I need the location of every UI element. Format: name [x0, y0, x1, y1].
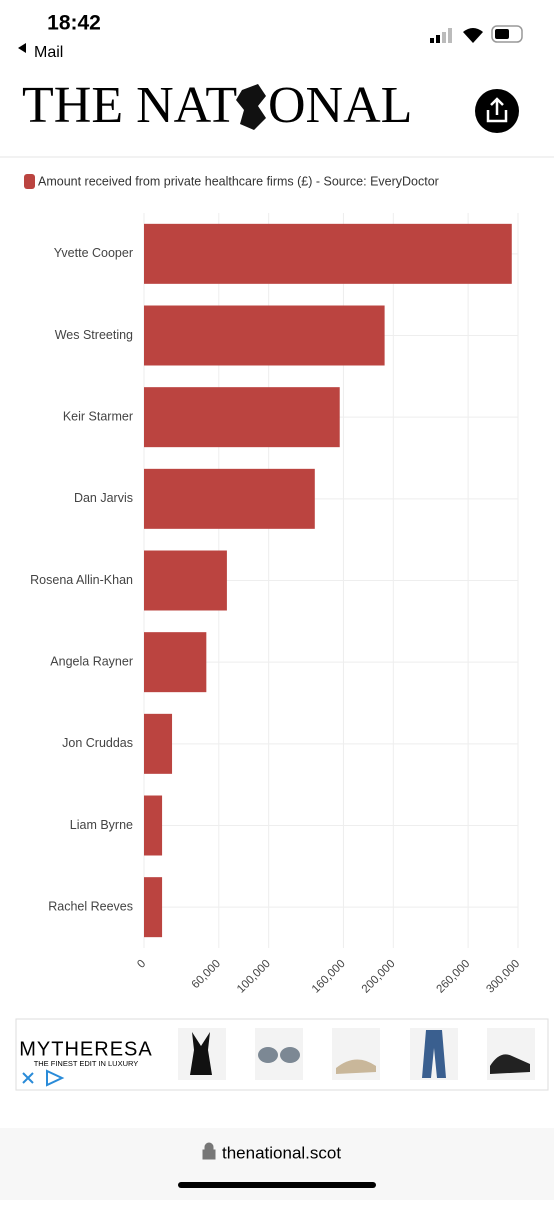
y-tick-label: Dan Jarvis — [74, 491, 133, 505]
x-tick-label: 300,000 — [484, 958, 522, 996]
y-tick-label: Wes Streeting — [55, 328, 133, 342]
ad-brand: MYTHERESA — [19, 1038, 152, 1060]
y-tick-label: Jon Cruddas — [62, 736, 133, 750]
bar — [144, 387, 340, 448]
x-tick-label: 60,000 — [190, 958, 223, 991]
lock-icon — [202, 1142, 216, 1160]
x-tick-label: 260,000 — [435, 958, 473, 996]
bar — [144, 795, 163, 856]
bar — [144, 223, 512, 284]
share-button[interactable] — [475, 89, 519, 133]
chart: Amount received from private healthcare … — [24, 174, 522, 996]
y-tick-label: Liam Byrne — [70, 818, 133, 832]
bar — [144, 877, 163, 938]
ad-banner[interactable]: MYTHERESA THE FINEST EDIT IN LUXURY — [15, 1018, 549, 1091]
ad-choices[interactable] — [46, 1069, 65, 1087]
home-indicator — [178, 1182, 376, 1188]
bar — [144, 468, 315, 529]
logo-left[interactable]: THE NAT — [22, 77, 237, 134]
ad-tagline: THE FINEST EDIT IN LUXURY — [34, 1059, 139, 1068]
y-tick-label: Rachel Reeves — [48, 899, 133, 913]
url[interactable]: thenational.scot — [222, 1143, 341, 1162]
bar — [144, 305, 385, 366]
status-time: 18:42 — [47, 12, 101, 35]
y-tick-label: Rosena Allin-Khan — [30, 573, 133, 587]
back-arrow[interactable] — [18, 43, 26, 53]
bar — [144, 550, 227, 611]
status-icons — [430, 25, 523, 43]
address-bar — [0, 1128, 554, 1200]
bar — [144, 713, 173, 774]
y-tick-label: Yvette Cooper — [54, 246, 133, 260]
back-app[interactable]: Mail — [34, 44, 63, 61]
legend-swatch — [24, 174, 35, 189]
x-tick-label: 200,000 — [360, 958, 398, 996]
logo-right[interactable]: ONAL — [268, 77, 412, 134]
bar — [144, 632, 207, 693]
y-tick-label: Keir Starmer — [63, 409, 133, 423]
logo-map — [236, 84, 266, 130]
x-tick-label: 0 — [135, 958, 148, 971]
ad-close[interactable] — [22, 1072, 34, 1084]
x-tick-label: 100,000 — [235, 958, 273, 996]
legend-label: Amount received from private healthcare … — [38, 174, 439, 188]
x-tick-label: 160,000 — [310, 958, 348, 996]
y-tick-label: Angela Rayner — [50, 654, 133, 668]
